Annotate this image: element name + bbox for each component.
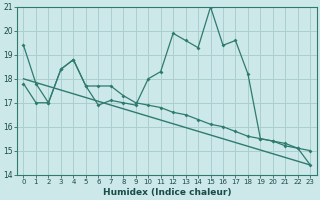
- X-axis label: Humidex (Indice chaleur): Humidex (Indice chaleur): [103, 188, 231, 197]
